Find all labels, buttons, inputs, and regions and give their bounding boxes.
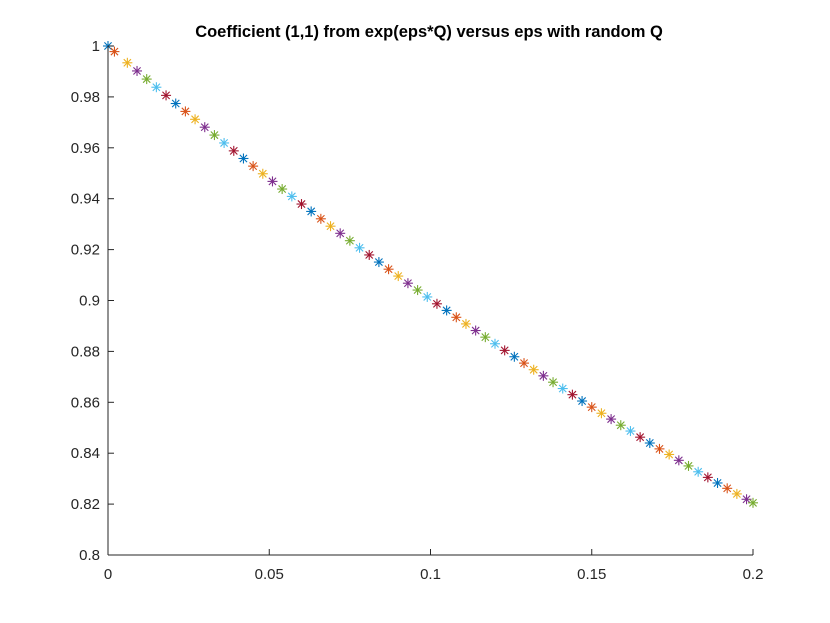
data-point: [180, 106, 191, 117]
x-tick-label: 0.2: [743, 566, 764, 583]
data-point: [644, 438, 655, 449]
data-point: [654, 443, 665, 454]
data-point: [296, 199, 307, 210]
data-point: [277, 184, 288, 195]
data-point: [499, 345, 510, 356]
data-point: [209, 130, 220, 141]
y-tick-label: 0.98: [71, 89, 100, 106]
data-point: [460, 318, 471, 329]
y-tick-label: 0.9: [79, 293, 100, 310]
data-point: [412, 285, 423, 296]
data-point: [161, 90, 172, 101]
data-point: [132, 65, 143, 76]
data-point: [490, 338, 500, 349]
data-point: [722, 483, 733, 494]
data-point: [267, 176, 278, 187]
data-point: [577, 396, 588, 407]
data-point: [567, 389, 578, 400]
data-point: [315, 213, 326, 224]
data-point: [422, 291, 433, 302]
data-point: [441, 305, 452, 316]
y-tick-label: 0.92: [71, 242, 100, 259]
data-point: [748, 497, 758, 508]
data-point: [538, 370, 549, 381]
y-tick-label: 0.84: [71, 445, 100, 462]
data-point: [170, 98, 181, 109]
data-point: [712, 477, 723, 488]
data-point: [635, 432, 646, 443]
data-point: [228, 145, 239, 156]
data-point: [306, 206, 317, 217]
data-point: [199, 122, 210, 133]
data-point: [257, 168, 268, 179]
data-point: [731, 488, 742, 499]
x-tick-label: 0.1: [420, 566, 441, 583]
data-markers: [103, 41, 758, 508]
y-tick-label: 0.96: [71, 140, 100, 157]
chart-title: Coefficient (1,1) from exp(eps*Q) versus…: [195, 23, 663, 41]
data-point: [190, 114, 201, 125]
data-point: [364, 249, 375, 260]
y-tick-label: 0.8: [79, 547, 100, 564]
data-point: [122, 57, 133, 68]
data-point: [393, 271, 404, 282]
data-point: [431, 298, 442, 309]
data-point: [509, 351, 520, 362]
data-point: [683, 460, 694, 471]
data-point: [519, 358, 530, 369]
data-point: [615, 420, 626, 431]
data-point: [383, 264, 394, 275]
data-point: [335, 228, 346, 239]
data-point: [664, 449, 675, 460]
data-point: [373, 257, 384, 268]
data-point: [528, 364, 539, 375]
data-point: [625, 426, 636, 437]
data-point: [286, 191, 297, 202]
y-tick-label: 1: [92, 38, 100, 55]
data-point: [238, 153, 249, 164]
y-tick-label: 0.94: [71, 191, 100, 208]
x-tick-label: 0: [104, 566, 112, 583]
data-point: [606, 414, 617, 425]
axes: 0.8 0.82 0.84 0.86 0.88 0.9 0.92 0.94 0.96 0.98 1 0…: [71, 38, 764, 583]
data-point: [557, 383, 568, 394]
x-tick-label: 0.15: [577, 566, 606, 583]
data-point: [673, 455, 684, 466]
data-point: [586, 402, 597, 413]
data-point: [451, 312, 462, 323]
data-point: [248, 161, 259, 172]
data-point: [151, 82, 162, 93]
data-point: [596, 408, 607, 419]
data-point: [354, 242, 365, 253]
data-point: [141, 74, 152, 85]
y-tick-label: 0.86: [71, 394, 100, 411]
data-point: [480, 332, 491, 343]
data-point: [325, 221, 336, 232]
data-point: [470, 325, 481, 336]
y-tick-label: 0.82: [71, 496, 100, 513]
y-tick-label: 0.88: [71, 343, 100, 360]
data-point: [702, 472, 713, 483]
data-point: [548, 377, 559, 388]
x-tick-label: 0.05: [255, 566, 284, 583]
data-point: [402, 278, 413, 289]
data-point: [109, 46, 120, 57]
data-point: [219, 137, 230, 148]
data-point: [344, 235, 355, 246]
data-point: [693, 466, 704, 477]
